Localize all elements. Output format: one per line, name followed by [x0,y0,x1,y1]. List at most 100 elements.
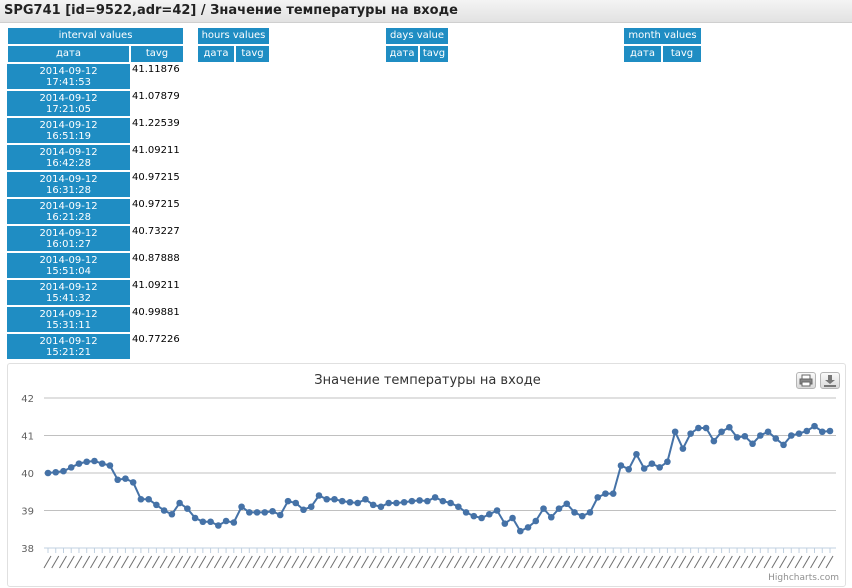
x-tick-label-glyph [500,555,509,569]
x-tick-label-glyph [570,555,578,569]
data-point [447,499,454,507]
data-point [222,517,230,525]
x-tick-label-glyph [159,555,168,569]
row-date-text: 2014-09-12 [39,120,98,131]
month-col-tavg: tavg [662,45,702,63]
data-point [532,517,540,525]
row-time-text: 16:51:19 [46,131,91,142]
x-tick-label-glyph [748,555,757,569]
row-time-text: 16:21:28 [46,212,91,223]
data-point [594,494,602,501]
data-point [757,432,764,439]
x-tick-label-glyph [244,555,253,569]
x-tick-label-glyph [252,555,261,569]
download-icon [824,375,836,387]
x-tick-label-glyph [508,555,516,569]
data-point [687,430,694,437]
data-point [199,518,207,526]
x-tick-label-glyph [624,555,633,569]
x-tick-label-glyph [90,555,98,569]
chart-title: Значение температуры на входе [314,373,541,388]
y-tick-label: 40 [21,469,34,480]
data-point [176,499,183,507]
row-time-text: 15:51:04 [46,266,91,277]
x-tick-label-glyph [175,555,184,569]
interval-row-date: 2014-09-12 16:21:28 [7,199,130,224]
highcharts-credit[interactable]: Highcharts.com [768,573,839,583]
x-tick-label-glyph [740,555,749,569]
data-point [462,509,470,516]
data-point [486,510,493,518]
interval-row-date: 2014-09-12 15:21:21 [7,334,130,359]
interval-row-date: 2014-09-12 15:41:32 [7,280,130,305]
x-tick-label-glyph [221,555,230,569]
data-point [137,495,145,503]
data-point [493,507,501,514]
data-point [215,522,222,529]
x-tick-label-glyph [299,555,307,569]
data-point [106,462,114,469]
data-point [269,507,276,515]
data-point [648,460,656,467]
data-point [323,495,331,503]
y-tick-label: 42 [21,394,34,405]
interval-row-value: 41.09211 [130,145,184,170]
row-date-text: 2014-09-12 [39,228,98,239]
data-point [52,468,60,476]
x-tick-label-glyph [477,555,486,569]
data-point [602,490,609,497]
row-time-text: 15:41:32 [46,293,91,304]
days-values-header: days value [385,27,449,45]
print-icon [799,374,813,387]
data-point [470,512,478,520]
x-tick-label-glyph [120,555,129,569]
data-point [803,427,811,435]
x-tick-label-glyph [446,555,455,569]
x-tick-label-glyph [794,555,803,569]
print-button[interactable] [796,372,816,389]
row-date-text: 2014-09-12 [39,147,98,158]
data-point [60,467,67,475]
x-tick-label-glyph [128,555,137,569]
x-tick-label-glyph [686,555,695,569]
x-tick-label-glyph [97,555,106,569]
data-point [455,503,462,511]
interval-row-value: 40.87888 [130,253,184,278]
x-tick-label-glyph [291,555,300,569]
download-button[interactable] [820,372,840,389]
data-point [122,475,129,482]
data-point [679,445,687,452]
x-tick-label-glyph [268,555,276,569]
data-point [640,465,648,472]
x-tick-label-glyph [717,555,726,569]
data-point [547,513,555,521]
row-date-text: 2014-09-12 [39,309,98,320]
row-date-text: 2014-09-12 [39,336,98,347]
x-tick-label-glyph [415,555,424,569]
x-tick-label-glyph [144,555,153,569]
x-tick-label-glyph [74,555,83,569]
x-tick-label-glyph [810,555,818,569]
x-tick-label-glyph [66,555,75,569]
data-point [292,499,300,507]
x-tick-label-glyph [678,555,687,569]
data-point [826,427,834,435]
interval-row-value: 40.73227 [130,226,184,251]
x-tick-label-glyph [113,555,122,569]
x-tick-label-glyph [229,555,238,569]
x-tick-label-glyph [345,555,354,569]
hours-col-tavg: tavg [235,45,270,63]
data-point [540,505,547,512]
x-tick-label-glyph [523,555,532,569]
temperature-line-chart: 38 39 40 41 42 [21,394,836,569]
interval-row-date: 2014-09-12 17:41:53 [7,64,130,89]
x-tick-label-glyph [779,555,787,569]
x-tick-label-glyph [554,555,563,569]
x-tick-label-glyph [709,555,718,569]
x-tick-label-glyph [724,555,733,569]
data-point [284,497,292,505]
x-tick-label-glyph [732,555,741,569]
row-time-text: 15:31:11 [46,320,91,331]
x-tick-label-glyph [484,555,493,569]
x-tick-label-glyph [585,555,594,569]
